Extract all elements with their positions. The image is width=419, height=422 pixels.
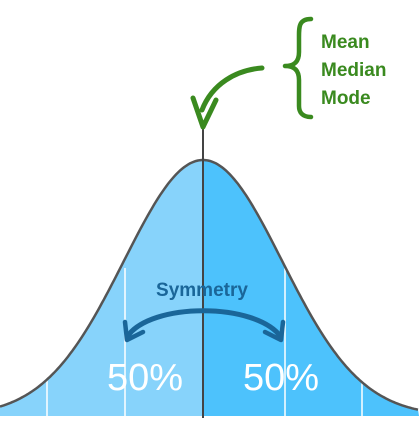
symmetry-arrow-head-left: [122, 319, 146, 343]
symmetry-arrow-head-right: [262, 319, 286, 343]
right-percent-label: 50%: [243, 357, 319, 399]
mean-label: Mean: [321, 32, 370, 53]
left-percent-label: 50%: [107, 357, 183, 399]
left-half-area: [0, 160, 203, 416]
bell-curve-outline: [0, 158, 419, 411]
green-arrow-curve: [199, 65, 265, 113]
symmetry-arrow-arc: [124, 308, 284, 340]
symmetry-label: Symmetry: [156, 280, 248, 301]
green-arrow-head: [190, 95, 219, 130]
mode-label: Mode: [321, 88, 371, 109]
median-label: Median: [321, 60, 386, 81]
right-half-area: [203, 160, 419, 416]
curly-brace: [282, 16, 314, 120]
